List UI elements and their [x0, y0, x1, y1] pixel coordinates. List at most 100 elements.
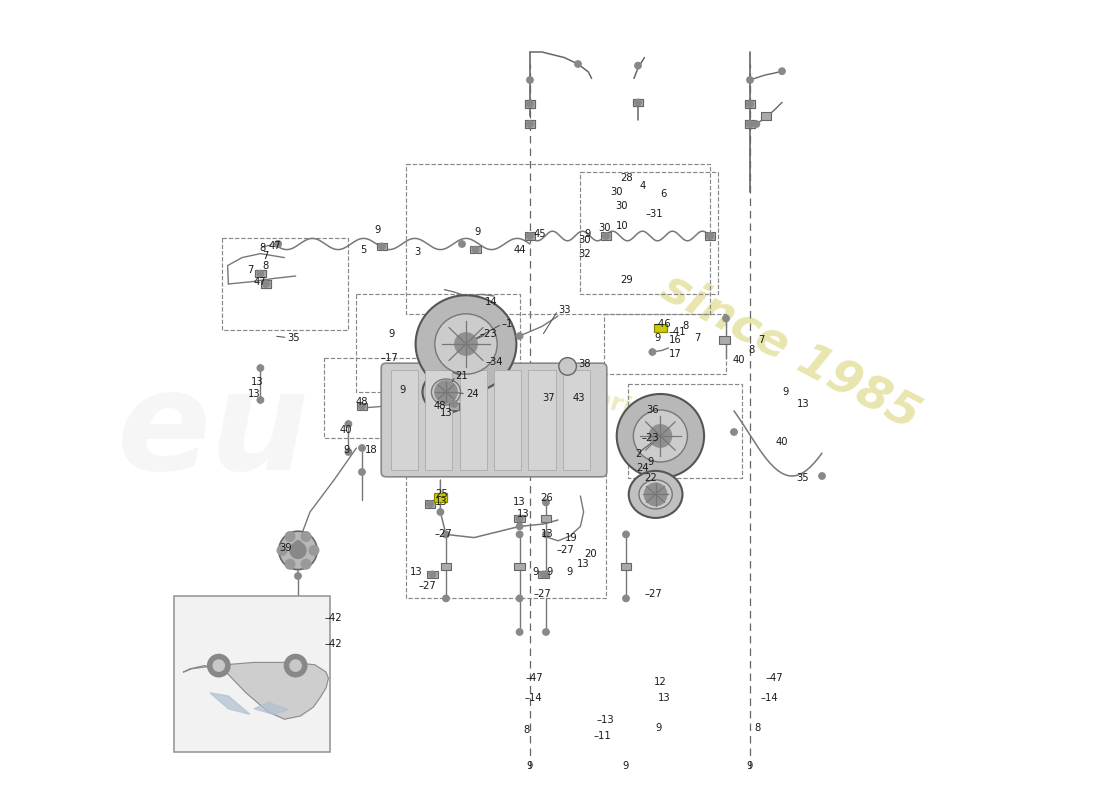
Circle shape [359, 445, 365, 451]
Circle shape [635, 99, 641, 106]
Circle shape [257, 365, 264, 371]
Circle shape [542, 499, 549, 506]
Text: –1: –1 [502, 319, 514, 329]
Text: –31: –31 [646, 210, 663, 219]
Text: –23: –23 [641, 434, 659, 443]
Text: 47: 47 [253, 278, 266, 287]
FancyBboxPatch shape [425, 501, 436, 508]
FancyBboxPatch shape [515, 563, 525, 570]
Circle shape [516, 629, 522, 635]
Text: 13: 13 [410, 567, 422, 577]
Text: 33: 33 [558, 306, 571, 315]
Text: –41: –41 [669, 327, 686, 337]
Text: –27: –27 [434, 530, 452, 539]
FancyBboxPatch shape [434, 493, 447, 502]
Circle shape [645, 483, 667, 506]
Text: –47: –47 [526, 673, 543, 682]
Circle shape [527, 233, 534, 239]
Circle shape [575, 61, 581, 67]
Circle shape [213, 660, 224, 671]
Text: 13: 13 [796, 399, 808, 409]
Ellipse shape [278, 531, 317, 570]
FancyBboxPatch shape [441, 563, 451, 570]
FancyBboxPatch shape [460, 370, 487, 470]
Circle shape [345, 449, 352, 455]
Text: 9: 9 [532, 567, 539, 577]
Circle shape [649, 425, 672, 447]
Ellipse shape [629, 471, 682, 518]
Circle shape [527, 77, 534, 83]
FancyBboxPatch shape [390, 370, 418, 470]
Text: 18: 18 [364, 445, 377, 454]
Circle shape [359, 469, 365, 475]
Text: 22: 22 [645, 474, 657, 483]
FancyBboxPatch shape [745, 120, 756, 127]
Text: 13: 13 [576, 559, 588, 569]
FancyBboxPatch shape [525, 100, 536, 107]
Circle shape [459, 241, 465, 247]
Circle shape [285, 559, 295, 569]
Text: 29: 29 [620, 275, 634, 285]
Circle shape [649, 349, 656, 355]
Polygon shape [210, 693, 250, 714]
FancyBboxPatch shape [654, 323, 667, 332]
Circle shape [779, 68, 785, 74]
Ellipse shape [416, 295, 516, 393]
Circle shape [747, 121, 754, 127]
Circle shape [623, 595, 629, 602]
Text: 45: 45 [534, 229, 547, 238]
Circle shape [443, 531, 449, 538]
Text: 8: 8 [682, 322, 689, 331]
FancyBboxPatch shape [426, 370, 452, 470]
Circle shape [309, 546, 319, 555]
FancyBboxPatch shape [494, 370, 521, 470]
Text: –14: –14 [760, 694, 778, 703]
Text: 38: 38 [578, 359, 591, 369]
Polygon shape [254, 702, 288, 714]
Circle shape [208, 654, 230, 677]
Circle shape [345, 421, 352, 427]
Text: 39: 39 [279, 543, 293, 553]
Text: –34: –34 [486, 357, 504, 366]
Text: 9: 9 [648, 458, 654, 467]
Circle shape [301, 532, 311, 542]
Ellipse shape [422, 371, 470, 413]
FancyBboxPatch shape [525, 100, 536, 107]
Text: 13: 13 [434, 498, 448, 507]
FancyBboxPatch shape [255, 270, 265, 278]
Text: 9: 9 [527, 762, 534, 771]
Circle shape [275, 241, 282, 247]
Text: 20: 20 [584, 549, 597, 558]
Circle shape [295, 573, 301, 579]
Text: 21: 21 [455, 371, 469, 381]
Circle shape [443, 595, 449, 602]
Text: 13: 13 [516, 509, 529, 518]
Text: 9: 9 [656, 723, 662, 733]
FancyBboxPatch shape [427, 571, 438, 578]
Circle shape [516, 531, 522, 538]
Text: 30: 30 [616, 202, 628, 211]
Text: 8: 8 [524, 725, 530, 734]
Text: –47: –47 [766, 673, 783, 682]
Text: –42: –42 [324, 639, 342, 649]
Text: 48: 48 [434, 402, 447, 411]
Circle shape [516, 333, 522, 339]
Circle shape [295, 541, 301, 547]
Text: –17: –17 [381, 354, 398, 363]
FancyBboxPatch shape [382, 363, 607, 477]
Ellipse shape [634, 410, 688, 462]
Text: 35: 35 [796, 474, 808, 483]
FancyBboxPatch shape [632, 98, 644, 106]
Text: 40: 40 [340, 426, 352, 435]
Text: 17: 17 [669, 349, 681, 358]
Text: 9: 9 [623, 762, 629, 771]
FancyBboxPatch shape [255, 270, 265, 278]
Text: 35: 35 [287, 333, 300, 342]
Circle shape [437, 509, 443, 515]
Circle shape [263, 281, 270, 287]
Text: since 1985: since 1985 [653, 265, 927, 439]
Text: –14: –14 [525, 693, 542, 702]
Text: 9: 9 [584, 229, 591, 238]
Text: 7: 7 [248, 266, 254, 275]
FancyBboxPatch shape [261, 280, 272, 287]
